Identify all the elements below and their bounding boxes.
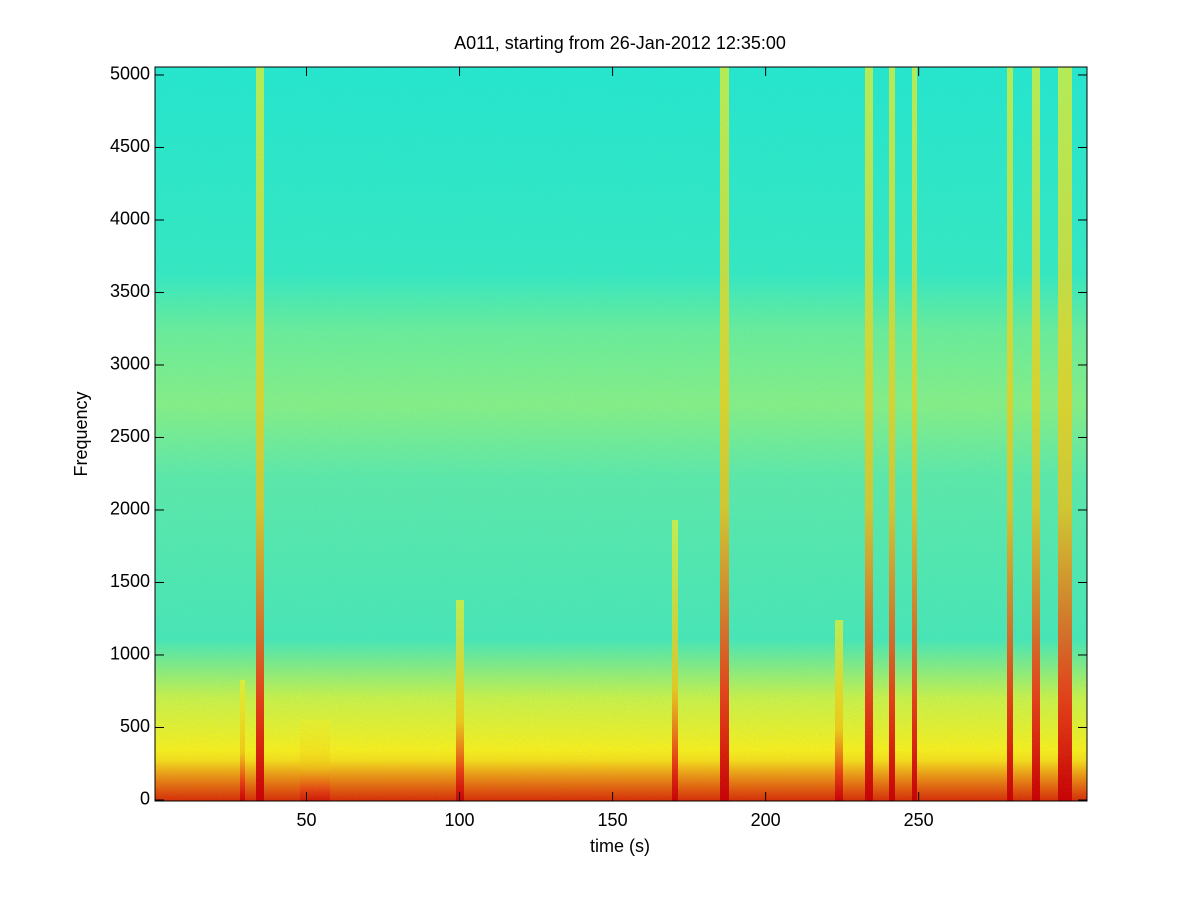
y-tick-label: 5000 (110, 64, 150, 84)
y-axis-label: Frequency (71, 391, 91, 476)
y-tick-label: 2500 (110, 426, 150, 446)
y-tick-label: 1500 (110, 571, 150, 591)
chart-title: A011, starting from 26-Jan-2012 12:35:00 (454, 33, 786, 53)
y-tick-label: 3000 (110, 354, 150, 374)
plot-frame (154, 66, 1088, 802)
y-tick-label: 4000 (110, 209, 150, 229)
y-tick-label: 4500 (110, 136, 150, 156)
spectrogram-image (155, 67, 1087, 801)
x-tick-label: 150 (598, 810, 628, 830)
x-tick-label: 100 (445, 810, 475, 830)
y-tick-label: 0 (140, 789, 150, 809)
y-tick-label: 2000 (110, 499, 150, 519)
x-tick-label: 50 (296, 810, 316, 830)
x-tick-label: 200 (751, 810, 781, 830)
y-tick-label: 500 (120, 716, 150, 736)
y-tick-label: 1000 (110, 644, 150, 664)
y-tick-label: 3500 (110, 281, 150, 301)
x-tick-label: 250 (904, 810, 934, 830)
x-axis-label: time (s) (590, 836, 650, 856)
